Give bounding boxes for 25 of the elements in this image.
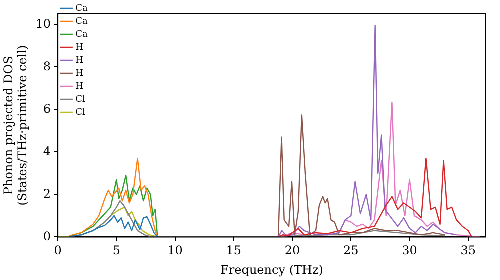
y-tick-label: 8 [43, 59, 52, 74]
x-tick-label: 5 [112, 244, 121, 258]
legend-label: Ca [76, 4, 88, 14]
legend-label: H [76, 56, 84, 66]
x-tick-label: 35 [460, 244, 476, 258]
x-tick-label: 10 [168, 244, 183, 258]
x-tick-label: 15 [226, 244, 242, 258]
legend-label: H [76, 68, 84, 79]
y-tick-label: 6 [43, 102, 52, 116]
legend-label: Cl [76, 94, 86, 105]
x-tick-label: 30 [402, 244, 418, 258]
legend-label: Cl [76, 108, 86, 118]
legend-label: H [76, 82, 84, 92]
legend-label: Ca [76, 16, 88, 27]
y-tick-label: 2 [43, 186, 52, 201]
x-tick-label: 0 [54, 244, 62, 258]
y-tick-label: 10 [36, 16, 52, 31]
x-axis-title: Frequency (THz) [220, 262, 324, 277]
x-tick-label: 20 [284, 244, 300, 258]
x-tick-label: 25 [344, 244, 359, 258]
y-tick-label: 4 [43, 144, 52, 158]
legend-label: Ca [76, 30, 88, 40]
y-axis-title: Phonon projected DOS (States/THz·primitive cell) [1, 45, 30, 206]
y-tick-label: 0 [43, 229, 52, 244]
legend-label: H [76, 42, 84, 53]
